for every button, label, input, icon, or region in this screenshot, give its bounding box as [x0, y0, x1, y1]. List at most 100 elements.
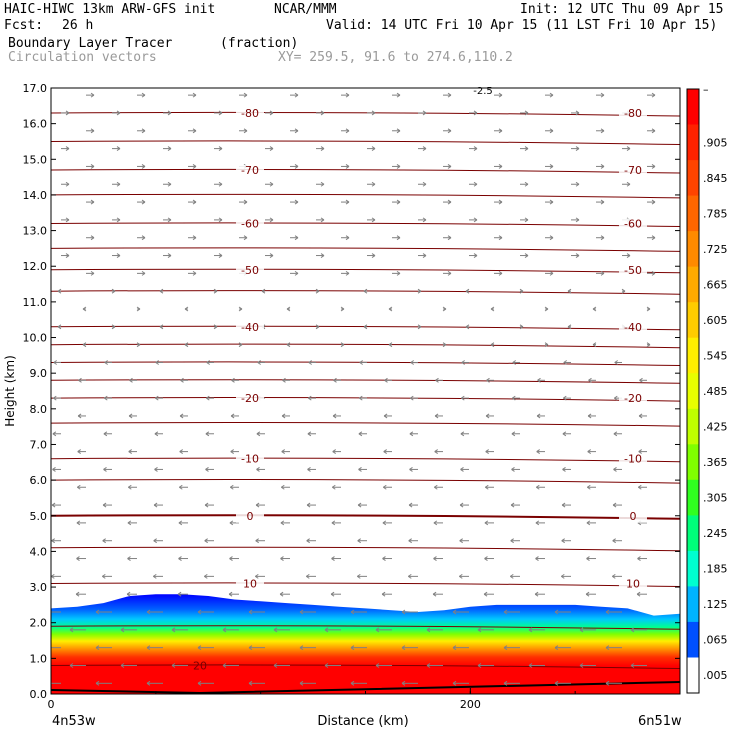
wind-vector-head	[261, 288, 266, 294]
contour-label: -70	[241, 164, 259, 177]
wind-vector-head	[435, 377, 439, 383]
wind-vector-head	[519, 288, 524, 294]
wind-vector-head	[422, 110, 427, 116]
x-tick-label: 200	[460, 698, 481, 711]
contour-label: 0	[247, 510, 254, 523]
wind-vector-head	[103, 431, 108, 437]
wind-vector-head	[587, 449, 591, 455]
wind-vector-head	[535, 520, 540, 526]
colorbar-swatch	[687, 515, 699, 552]
wind-vector-head	[651, 235, 656, 241]
wind-vector-head	[388, 306, 393, 312]
wind-vector-head	[192, 199, 197, 205]
wind-vector-head	[410, 395, 414, 401]
wind-vector-head	[371, 110, 376, 116]
init-time: Init: 12 UTC Thu 09 Apr 15	[520, 2, 724, 17]
wind-vector-head	[612, 538, 616, 544]
wind-vector-head	[280, 520, 285, 526]
wind-vector-head	[638, 484, 642, 490]
wind-vector-head	[294, 235, 299, 241]
wind-vector-head	[238, 342, 243, 348]
wind-vector-head	[75, 591, 80, 597]
wind-vector-head	[575, 110, 580, 116]
y-tick-label: 15.0	[23, 153, 48, 166]
x-tick-label: 0	[48, 698, 55, 711]
wind-vector-head	[587, 484, 591, 490]
wind-vector-head	[243, 128, 248, 134]
wind-vector-head	[238, 306, 243, 312]
wind-vector-head	[90, 164, 95, 169]
wind-vector-head	[281, 449, 285, 455]
wind-vector-head	[331, 556, 335, 561]
wind-vector-head	[213, 288, 218, 294]
wind-vector-head	[358, 431, 363, 437]
wind-vector-head	[171, 627, 176, 633]
wind-vector-head	[306, 538, 310, 544]
wind-vector-head	[426, 663, 431, 668]
wind-vector-head	[248, 609, 253, 615]
colorbar-swatch	[687, 586, 699, 623]
wind-vector-head	[153, 502, 158, 508]
wind-vector-head	[524, 253, 529, 258]
wind-vector-head	[383, 449, 387, 455]
wind-vector-head	[408, 573, 412, 579]
wind-vector-head	[626, 146, 631, 152]
wind-vector-head	[116, 110, 121, 116]
wind-vector-head	[592, 342, 597, 348]
wind-vector-head	[90, 128, 95, 134]
wind-vector-head	[269, 146, 274, 152]
wind-vector-head	[384, 377, 388, 383]
terrain-line	[51, 681, 680, 694]
wind-vector-head	[294, 270, 299, 276]
colorbar-label: .005	[703, 669, 728, 682]
wind-vector-head	[363, 288, 368, 294]
wind-vector-head	[82, 342, 87, 348]
contour-label-bg	[619, 321, 647, 334]
wind-vector-head	[498, 128, 503, 134]
wind-vector-head	[126, 591, 131, 597]
colorbar-label: .725	[703, 243, 728, 256]
contour-label: 10	[626, 577, 640, 590]
wind-vector-head	[600, 92, 605, 98]
wind-vector-head	[320, 181, 325, 187]
wind-vector-head	[600, 128, 605, 134]
wind-vector-head	[549, 128, 554, 134]
wind-vector-head	[434, 484, 438, 490]
y-tick-label: 7.0	[30, 438, 48, 451]
contour-label-bg	[236, 321, 264, 334]
wind-vector-head	[363, 324, 368, 330]
wind-vector-head	[345, 164, 350, 169]
wind-vector-head	[205, 467, 209, 472]
y-axis-label: Height (km)	[3, 355, 17, 426]
wind-vector-head	[90, 92, 95, 98]
temperature-contour	[51, 664, 680, 669]
wind-vector-head	[128, 413, 133, 419]
colorbar-swatch	[687, 231, 699, 268]
wind-vector-head	[630, 627, 635, 633]
contour-label: 10	[243, 577, 257, 590]
colorbar-label: .545	[703, 350, 728, 363]
contour-label: 0	[630, 510, 637, 523]
colorbar-swatch	[687, 160, 699, 197]
wind-vector-head	[255, 538, 259, 544]
wind-vector-head	[605, 680, 610, 686]
wind-vector-head	[503, 680, 508, 686]
contour-label: -50	[624, 264, 642, 277]
wind-vector-head	[179, 484, 183, 490]
wind-vector-head	[536, 484, 540, 490]
temperature-contour	[51, 168, 680, 174]
wind-vector-head	[167, 146, 172, 152]
contour-label: -40	[241, 321, 259, 334]
colorbar-swatch	[687, 621, 699, 658]
wind-vector-head	[213, 324, 218, 330]
wind-vector-head	[136, 342, 141, 348]
wind-vector-head	[136, 306, 141, 312]
wind-vector-head	[192, 92, 197, 98]
wind-vector-head	[498, 270, 503, 276]
wind-vector-head	[229, 520, 234, 526]
wind-vector-head	[178, 556, 182, 561]
wind-vector-head	[465, 288, 470, 294]
colorbar-label: .185	[703, 563, 728, 576]
colorbar-swatch	[687, 479, 699, 516]
